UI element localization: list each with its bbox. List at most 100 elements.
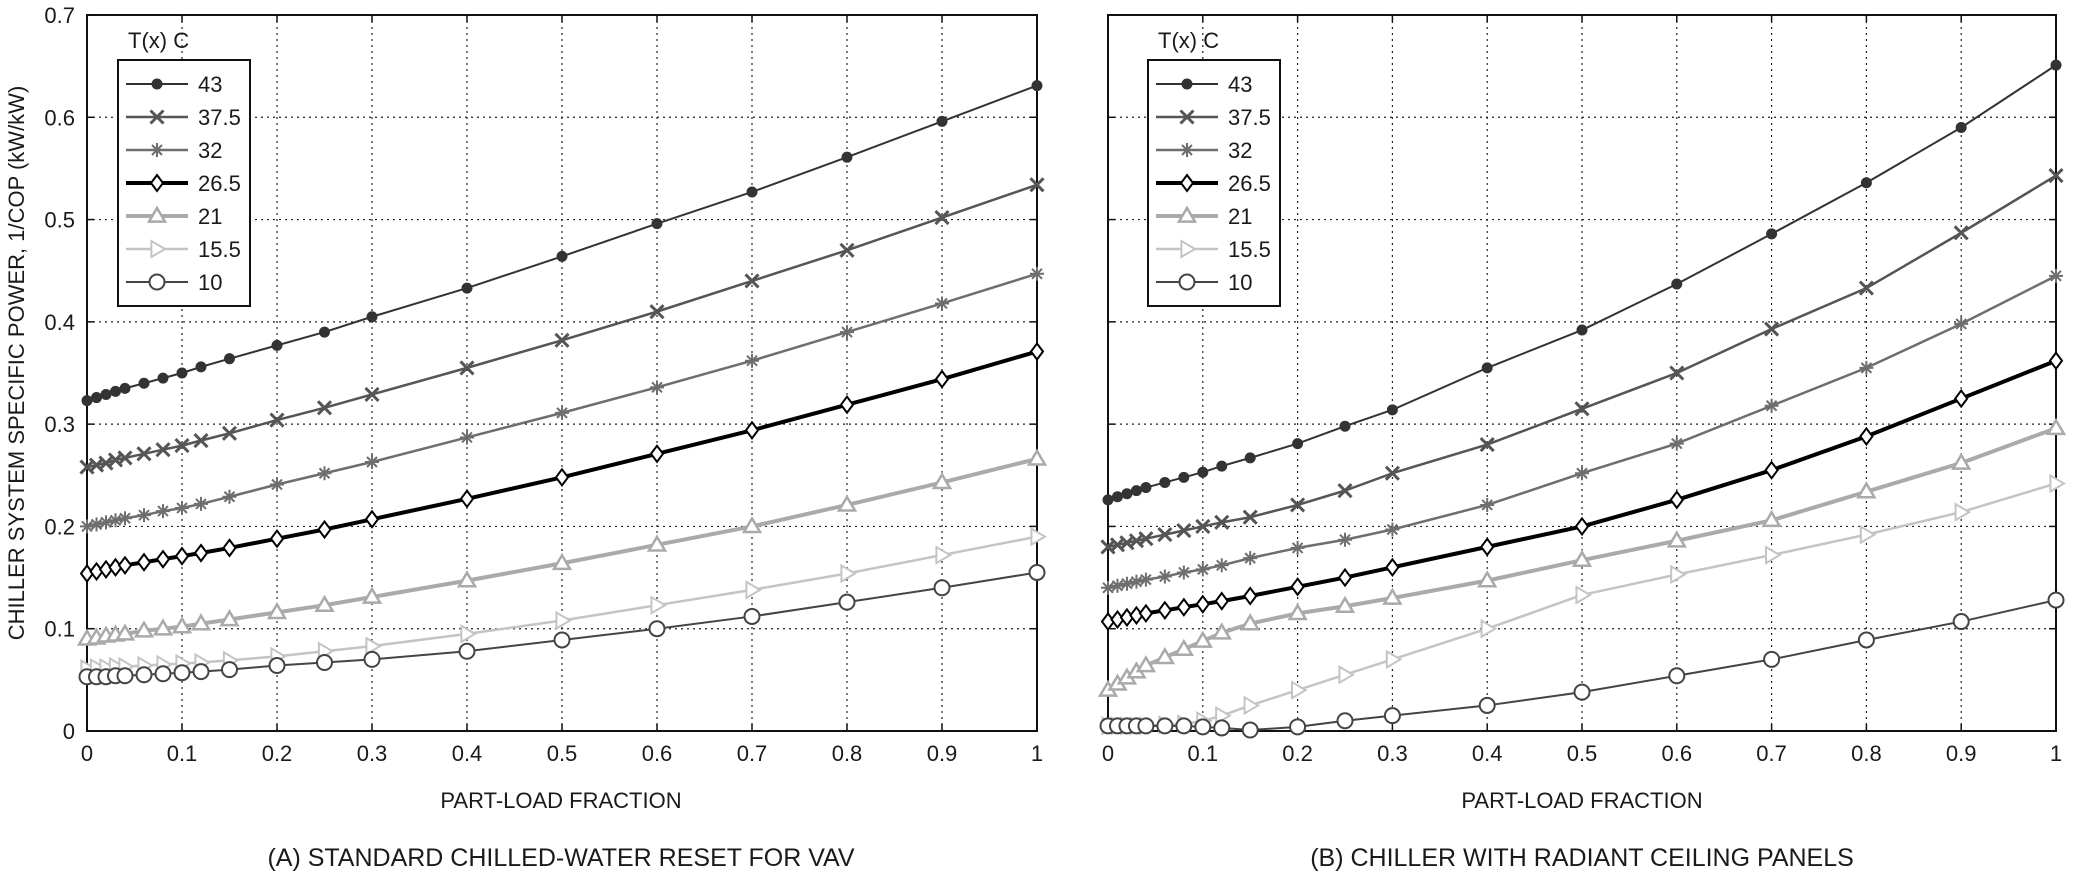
data-point [1110,578,1125,593]
data-point [1953,225,1969,241]
data-point [838,593,856,611]
data-point [1860,177,1872,189]
data-point [839,242,855,258]
x-axis-title-b: PART-LOAD FRACTION [1461,788,1702,813]
data-point [1195,562,1210,577]
legend-marker [149,109,165,125]
data-point [1243,551,1258,566]
data-point [1479,537,1495,557]
data-point [1385,522,1400,537]
data-point [1026,448,1048,466]
data-point [1337,567,1353,588]
data-point [2047,591,2065,609]
data-point [650,595,667,615]
legend-marker [1180,239,1197,259]
x-tick-label: 0 [1102,741,1114,766]
data-point [176,367,188,379]
data-point [556,250,568,262]
data-point [459,360,475,376]
data-point [271,339,283,351]
legend-item: 21 [126,204,222,229]
legend-marker [151,78,163,90]
data-point [1157,600,1173,620]
series-26-5 [1100,351,2064,632]
data-point [317,466,332,481]
legend-marker [148,273,166,291]
data-point [1477,570,1498,588]
legend-label: 26.5 [198,171,241,196]
legend-marker [1180,143,1194,157]
legend-marker [1178,273,1196,291]
legend-label: 21 [1228,204,1252,229]
data-point [110,385,121,397]
data-point [314,594,335,613]
data-point [152,618,174,636]
legend-label: 15.5 [198,237,241,262]
x-tick-label: 0.1 [167,741,198,766]
data-point [1571,549,1593,568]
data-point [1154,646,1176,665]
data-point [646,534,668,552]
data-point [1576,324,1588,336]
data-point [268,657,286,675]
data-point [461,282,473,294]
data-point [1954,502,1972,522]
data-point [1101,580,1115,595]
data-point [2048,168,2064,184]
data-point [366,311,378,323]
data-point [836,494,858,512]
data-point [173,664,191,682]
data-point [1157,569,1172,584]
x-tick-label: 0.6 [1662,741,1693,766]
chart-panel-a: 0 0.1 0.2 0.3 0.4 0.5 0.6 0.7 0.8 0.9 100.10.20.30… [44,3,1048,766]
data-point [1761,509,1782,528]
data-point [80,519,94,534]
data-point [1178,471,1190,483]
x-tick-label: 0.5 [547,741,578,766]
data-point [554,467,570,487]
data-point [741,515,763,534]
caption-b: (B) CHILLER WITH RADIANT CEILING PANELS [1310,844,1854,872]
data-point [194,496,208,511]
legend-label: 32 [198,138,222,163]
data-point [933,579,951,597]
data-point [1130,485,1142,497]
data-point [221,661,238,679]
legend-item: 43 [1156,72,1252,97]
data-point [316,400,333,416]
x-tick-label: 0.9 [927,741,958,766]
data-point [119,382,131,394]
x-tick-label: 0.3 [1377,741,1408,766]
data-point [555,405,569,420]
legend-item: 43 [126,72,222,97]
y-tick-label: 0.1 [44,617,75,642]
data-point [460,430,474,445]
data-point [553,631,571,649]
data-point [363,650,381,668]
data-point [192,663,210,681]
y-tick-label: 0.5 [44,208,75,233]
data-point [934,209,950,226]
series-37-5 [79,177,1045,475]
legend-label: 32 [1228,138,1252,163]
legend-marker [146,205,168,223]
data-point [1194,718,1212,736]
data-point [1669,365,1685,381]
data-point [222,538,237,558]
data-point [1156,717,1174,735]
data-point [1243,695,1261,716]
data-point [157,372,169,384]
data-point [1290,540,1305,555]
legend-marker [1179,173,1195,193]
data-point [1764,460,1779,480]
data-point [1290,497,1306,513]
data-point [1386,404,1398,416]
data-point [1138,572,1153,587]
series-37-5 [1100,168,2064,555]
x-tick-label: 1 [2050,741,2062,766]
data-point [1213,719,1231,737]
data-point [1856,481,1877,499]
series-15-5 [80,526,1047,679]
data-point [2045,417,2067,436]
